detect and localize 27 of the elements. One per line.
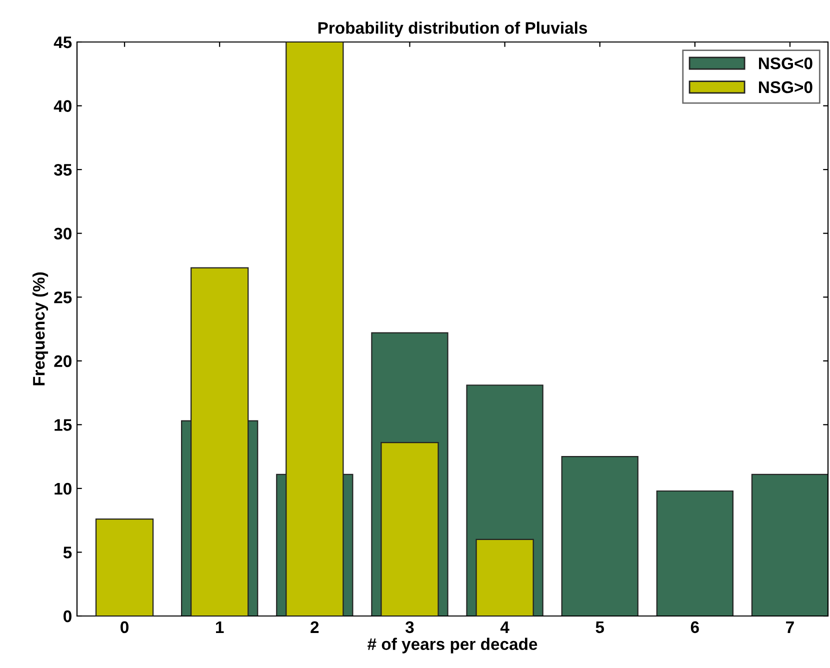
chart-title: Probability distribution of Pluvials <box>318 22 588 38</box>
y-tick-label: 10 <box>54 482 72 495</box>
x-tick-label: 0 <box>120 621 128 634</box>
y-tick-label: 35 <box>54 164 72 176</box>
y-tick-label: 25 <box>54 292 72 304</box>
x-tick-label: 7 <box>786 621 794 633</box>
y-tick-label: 45 <box>54 36 72 48</box>
x-tick-label: 3 <box>405 621 414 634</box>
y-tick-label: 30 <box>54 228 72 240</box>
bar <box>751 474 828 616</box>
x-tick-label: 6 <box>690 621 699 634</box>
x-tick-label: 1 <box>216 621 224 633</box>
x-tick-label: 2 <box>310 621 319 633</box>
bar <box>656 490 734 616</box>
x-tick-label: 4 <box>500 621 510 633</box>
y-tick-label: 0 <box>64 610 72 622</box>
y-tick-label: 5 <box>63 546 72 558</box>
bar <box>561 456 638 616</box>
legend-label: NSG<0 <box>758 57 812 70</box>
legend-label: NSG>0 <box>758 81 812 94</box>
bar <box>95 518 154 616</box>
y-axis-title: Frequency (%) <box>32 272 48 386</box>
y-tick-label: 15 <box>54 419 72 431</box>
y-tick-label: 40 <box>54 100 72 112</box>
y-tick-label: 20 <box>54 355 72 368</box>
x-tick-label: 5 <box>596 621 604 634</box>
x-axis-title: # of years per decade <box>368 638 538 654</box>
